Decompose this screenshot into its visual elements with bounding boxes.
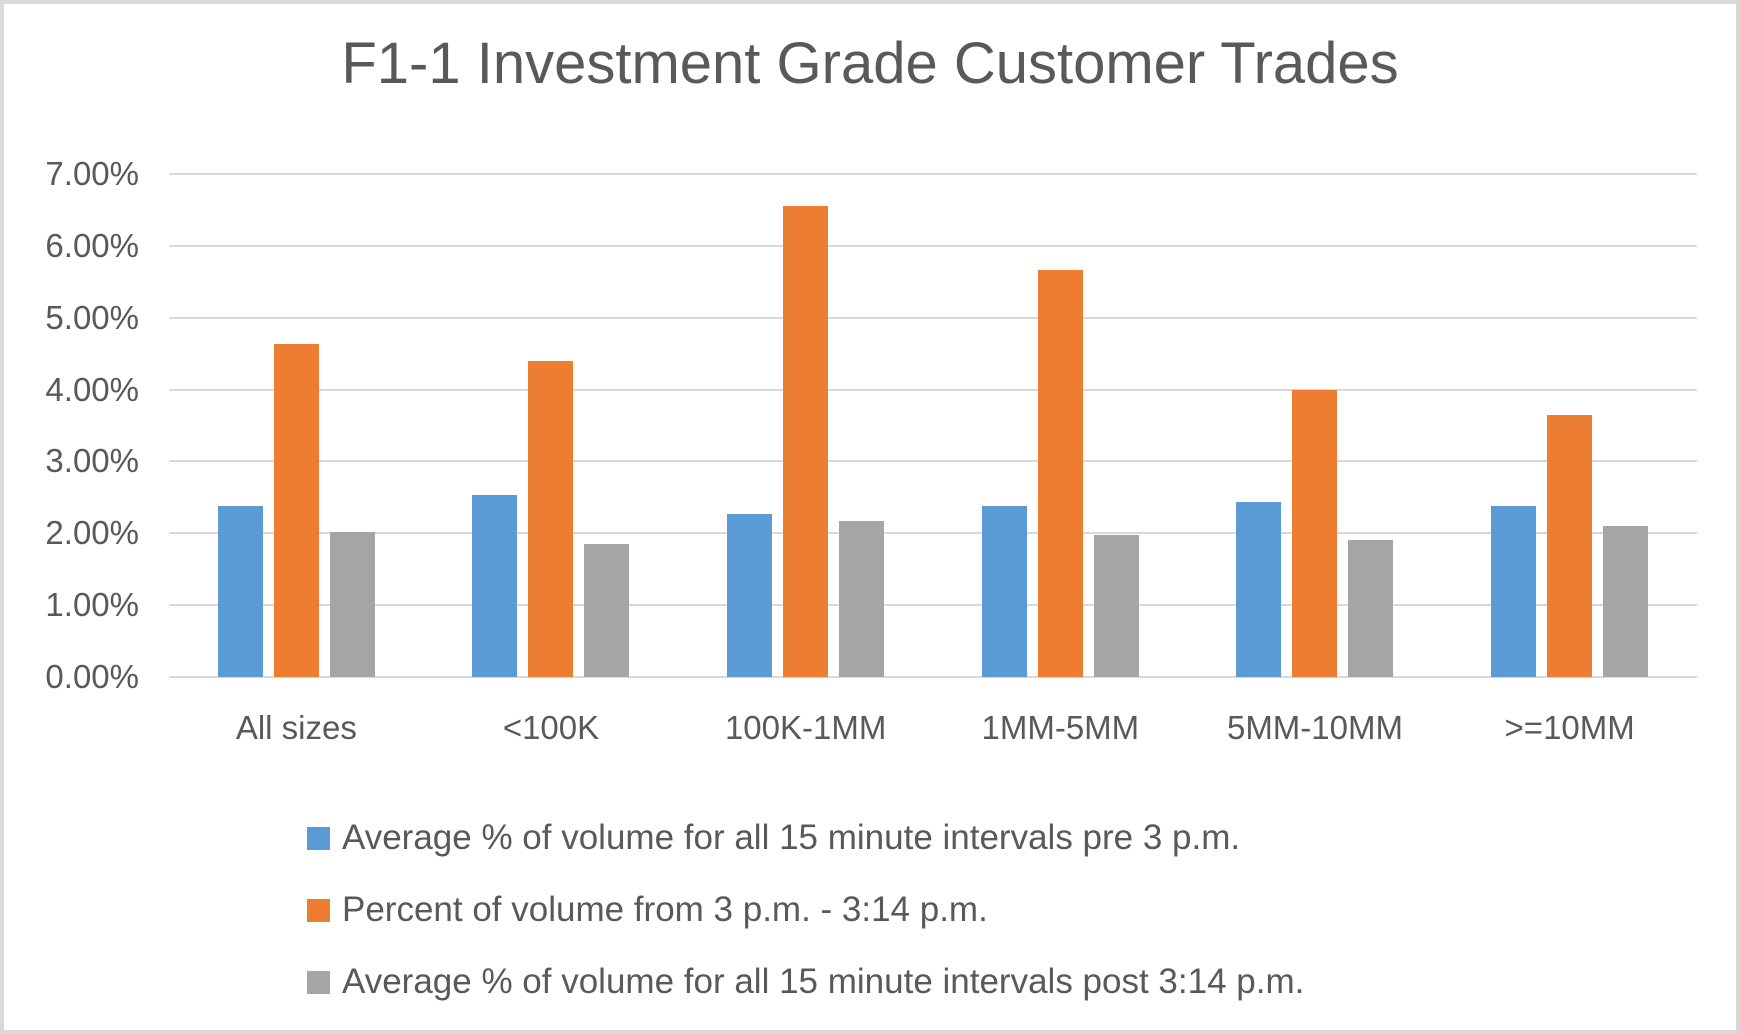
- gridline: [169, 244, 1697, 247]
- legend-item-label: Average % of volume for all 15 minute in…: [342, 818, 1241, 857]
- bar-s0-c4: [1236, 501, 1282, 677]
- x-axis-category-label: 5MM-10MM: [1226, 709, 1403, 746]
- bar-s1-c4: [1292, 390, 1338, 677]
- x-axis-category-label: All sizes: [235, 709, 357, 746]
- x-axis-category-label: 1MM-5MM: [981, 709, 1140, 746]
- legend-item: Average % of volume for all 15 minute in…: [307, 960, 1304, 1004]
- bar-s1-c0: [273, 343, 319, 677]
- y-axis-tick-label: 6.00%: [45, 226, 139, 264]
- bar-s0-c2: [727, 513, 773, 677]
- y-axis-tick-label: 5.00%: [45, 298, 139, 336]
- x-axis-category-label: 100K-1MM: [724, 709, 887, 746]
- gridline: [169, 604, 1697, 607]
- chart-title: F1-1 Investment Grade Customer Trades: [341, 31, 1399, 96]
- legend-swatch-icon: [307, 898, 330, 922]
- x-axis-category-label: >=10MM: [1504, 709, 1635, 746]
- bar-s2-c2: [839, 521, 885, 677]
- legend-item: Average % of volume for all 15 minute in…: [307, 816, 1240, 860]
- bar-group-4: [1188, 174, 1443, 677]
- legend-swatch-icon: [307, 970, 330, 994]
- bar-s1-c1: [528, 360, 574, 677]
- gridline: [169, 676, 1697, 678]
- bar-s2-c4: [1348, 539, 1394, 677]
- gridline: [169, 460, 1697, 463]
- bar-s0-c0: [217, 506, 263, 677]
- bar-group-5: [1442, 174, 1697, 677]
- y-axis-tick-label: 2.00%: [45, 514, 139, 552]
- bar-group-2: [678, 174, 933, 677]
- bar-s0-c5: [1491, 506, 1537, 677]
- plot-area: [169, 173, 1697, 678]
- bar-s0-c3: [981, 506, 1027, 677]
- y-axis-tick-label: 4.00%: [45, 370, 139, 408]
- bar-s2-c5: [1603, 526, 1649, 677]
- bar-s2-c0: [329, 531, 375, 677]
- y-axis-tick-label: 1.00%: [45, 586, 139, 624]
- bar-s0-c1: [472, 494, 518, 677]
- bar-s1-c2: [783, 205, 829, 677]
- legend-swatch-icon: [307, 826, 330, 850]
- gridline: [169, 388, 1697, 391]
- bar-group-3: [933, 174, 1188, 677]
- gridline: [169, 316, 1697, 319]
- bar-group-1: [424, 174, 679, 677]
- bar-s1-c3: [1037, 269, 1083, 677]
- bar-s2-c3: [1093, 535, 1139, 677]
- bar-s1-c5: [1547, 415, 1593, 677]
- gridline: [169, 532, 1697, 535]
- legend-item-label: Average % of volume for all 15 minute in…: [342, 962, 1305, 1001]
- legend-item: Percent of volume from 3 p.m. - 3:14 p.m…: [307, 888, 988, 932]
- y-axis-tick-label: 3.00%: [45, 442, 139, 480]
- y-axis-tick-label: 7.00%: [45, 155, 139, 192]
- bar-s2-c1: [584, 544, 630, 677]
- legend-item-label: Percent of volume from 3 p.m. - 3:14 p.m…: [342, 890, 988, 929]
- bar-group-0: [169, 174, 424, 677]
- y-axis-tick-label: 0.00%: [45, 658, 139, 695]
- x-axis-category-label: <100K: [502, 709, 600, 746]
- gridline: [169, 173, 1697, 175]
